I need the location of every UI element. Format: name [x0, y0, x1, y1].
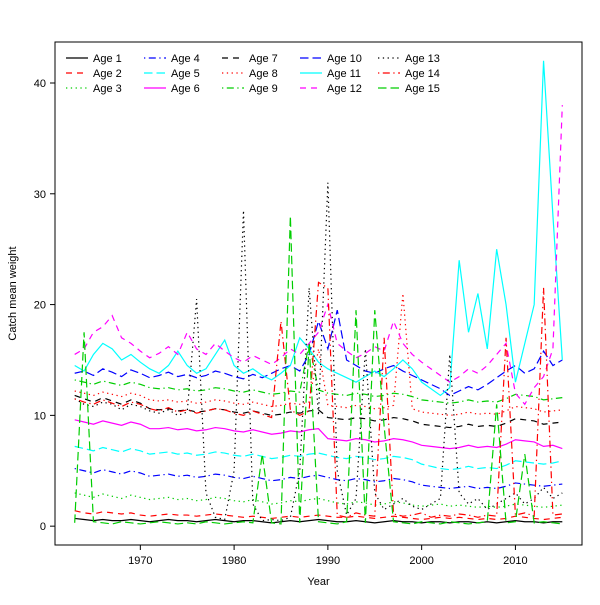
y-tick-label: 30 — [34, 189, 46, 201]
y-tick-label: 40 — [34, 78, 46, 90]
legend-item-age-10: Age 10 — [300, 53, 362, 65]
legend-label: Age 8 — [249, 68, 278, 80]
legend-item-age-14: Age 14 — [378, 68, 440, 80]
legend-label: Age 10 — [327, 53, 362, 65]
legend-label: Age 2 — [93, 68, 122, 80]
legend-label: Age 5 — [171, 68, 200, 80]
legend-label: Age 3 — [93, 83, 122, 95]
x-tick-label: 2010 — [503, 555, 527, 567]
y-tick-label: 20 — [34, 300, 46, 312]
series-line-age-14 — [74, 281, 563, 518]
series-line-age-12 — [74, 105, 563, 406]
plot-border — [54, 41, 583, 546]
series-line-age-9 — [74, 343, 563, 404]
legend-item-age-7: Age 7 — [222, 53, 278, 65]
series-line-age-13 — [74, 182, 563, 522]
x-tick-label: 1990 — [316, 555, 340, 567]
legend-item-age-9: Age 9 — [222, 83, 278, 95]
series-line-age-15 — [74, 215, 563, 525]
series-line-age-8 — [74, 293, 563, 416]
x-tick-label: 2000 — [409, 555, 433, 567]
series-line-age-7 — [74, 394, 563, 429]
y-axis-title: Catch mean weight — [7, 246, 19, 340]
legend-item-age-3: Age 3 — [66, 83, 122, 95]
series-line-age-11 — [74, 60, 563, 397]
legend-item-age-15: Age 15 — [378, 83, 440, 95]
legend-item-age-2: Age 2 — [66, 68, 122, 80]
y-tick-label: 0 — [40, 521, 46, 533]
legend-item-age-13: Age 13 — [378, 53, 440, 65]
legend-label: Age 14 — [405, 68, 440, 80]
x-tick-label: 1980 — [222, 555, 246, 567]
legend-label: Age 6 — [171, 83, 200, 95]
y-tick-label: 10 — [34, 410, 46, 422]
legend-label: Age 13 — [405, 53, 440, 65]
series-line-age-10 — [74, 309, 563, 397]
legend-item-age-4: Age 4 — [144, 53, 200, 65]
legend-label: Age 12 — [327, 83, 362, 95]
legend-item-age-6: Age 6 — [144, 83, 200, 95]
legend-label: Age 15 — [405, 83, 440, 95]
legend-item-age-1: Age 1 — [66, 53, 122, 65]
series-line-age-5 — [74, 445, 563, 471]
legend-label: Age 1 — [93, 53, 122, 65]
series-line-age-4 — [74, 467, 563, 490]
legend-label: Age 4 — [171, 53, 200, 65]
legend-item-age-11: Age 11 — [300, 68, 361, 80]
series-line-age-6 — [74, 419, 563, 450]
legend-label: Age 11 — [327, 68, 361, 80]
legend-item-age-12: Age 12 — [300, 83, 362, 95]
legend-label: Age 9 — [249, 83, 278, 95]
legend-item-age-5: Age 5 — [144, 68, 200, 80]
x-tick-label: 1970 — [128, 555, 152, 567]
legend-label: Age 7 — [249, 53, 278, 65]
x-axis-title: Year — [307, 576, 330, 588]
legend-item-age-8: Age 8 — [222, 68, 278, 80]
